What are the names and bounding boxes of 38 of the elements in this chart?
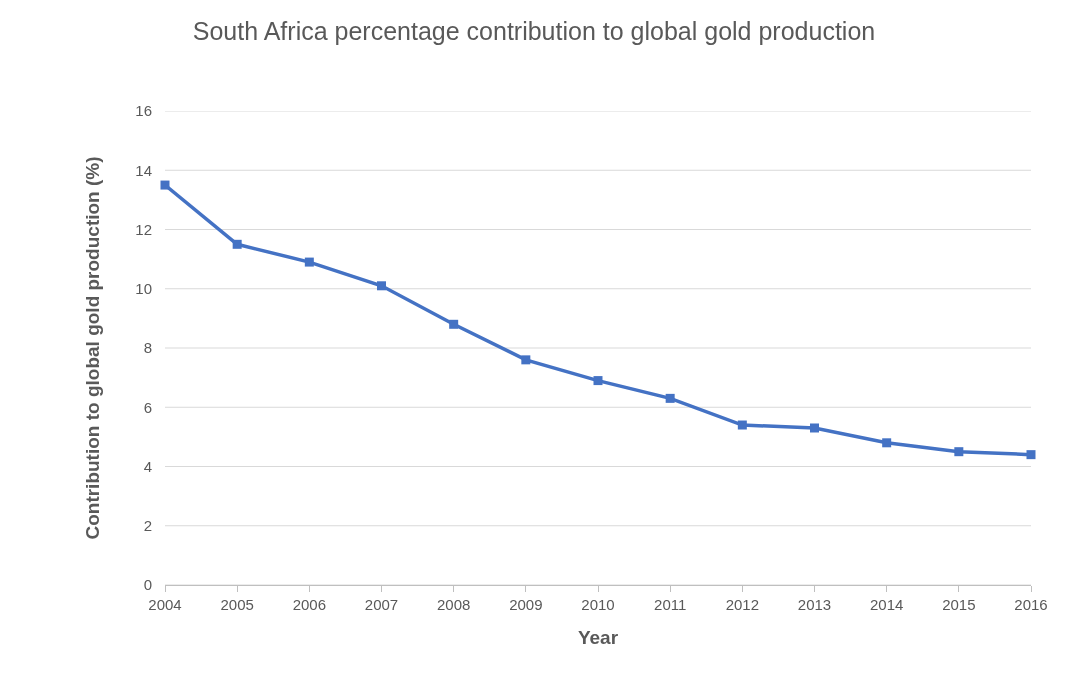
x-tick-label: 2006	[292, 596, 327, 613]
chart-title: South Africa percentage contribution to global gold production	[192, 16, 876, 45]
y-tick-label: 4	[143, 457, 152, 475]
x-tick-label: 2008	[436, 596, 471, 613]
y-tick-label: 8	[143, 339, 152, 357]
point	[449, 319, 459, 329]
x-tick-label: 2016	[1014, 596, 1048, 613]
y-tick-label: 0	[143, 576, 152, 594]
x-tick-label: 2011	[654, 596, 687, 613]
point	[160, 180, 170, 190]
y-tick-label: 12	[135, 220, 152, 238]
x-axis-title: Year	[577, 626, 619, 648]
point	[882, 438, 892, 448]
y-tick-label: 10	[135, 280, 152, 297]
x-tick-label: 2010	[581, 596, 615, 613]
x-tick-label: 2013	[797, 596, 832, 613]
point	[521, 355, 531, 365]
y-tick-label: 6	[143, 398, 152, 416]
x-tick-label: 2012	[725, 596, 760, 613]
point	[232, 239, 242, 249]
x-tick-label: 2004	[148, 596, 182, 613]
x-tick-label: 2007	[364, 596, 399, 613]
point	[377, 281, 386, 291]
point	[954, 447, 964, 457]
point	[737, 420, 747, 430]
y-tick-label: 16	[135, 102, 152, 120]
point	[593, 376, 603, 386]
y-tick-label: 2	[143, 517, 152, 534]
y-axis-title: Contribution to global gold production (%)	[82, 156, 104, 540]
x-tick-label: 2014	[869, 596, 904, 613]
x-tick-label: 2015	[942, 596, 976, 613]
point	[304, 257, 314, 267]
x-tick-label: 2005	[220, 596, 254, 613]
point	[665, 393, 675, 403]
y-tick-label: 14	[135, 161, 152, 179]
point	[810, 423, 819, 433]
x-tick-label: 2009	[509, 596, 543, 613]
point	[1026, 450, 1036, 460]
